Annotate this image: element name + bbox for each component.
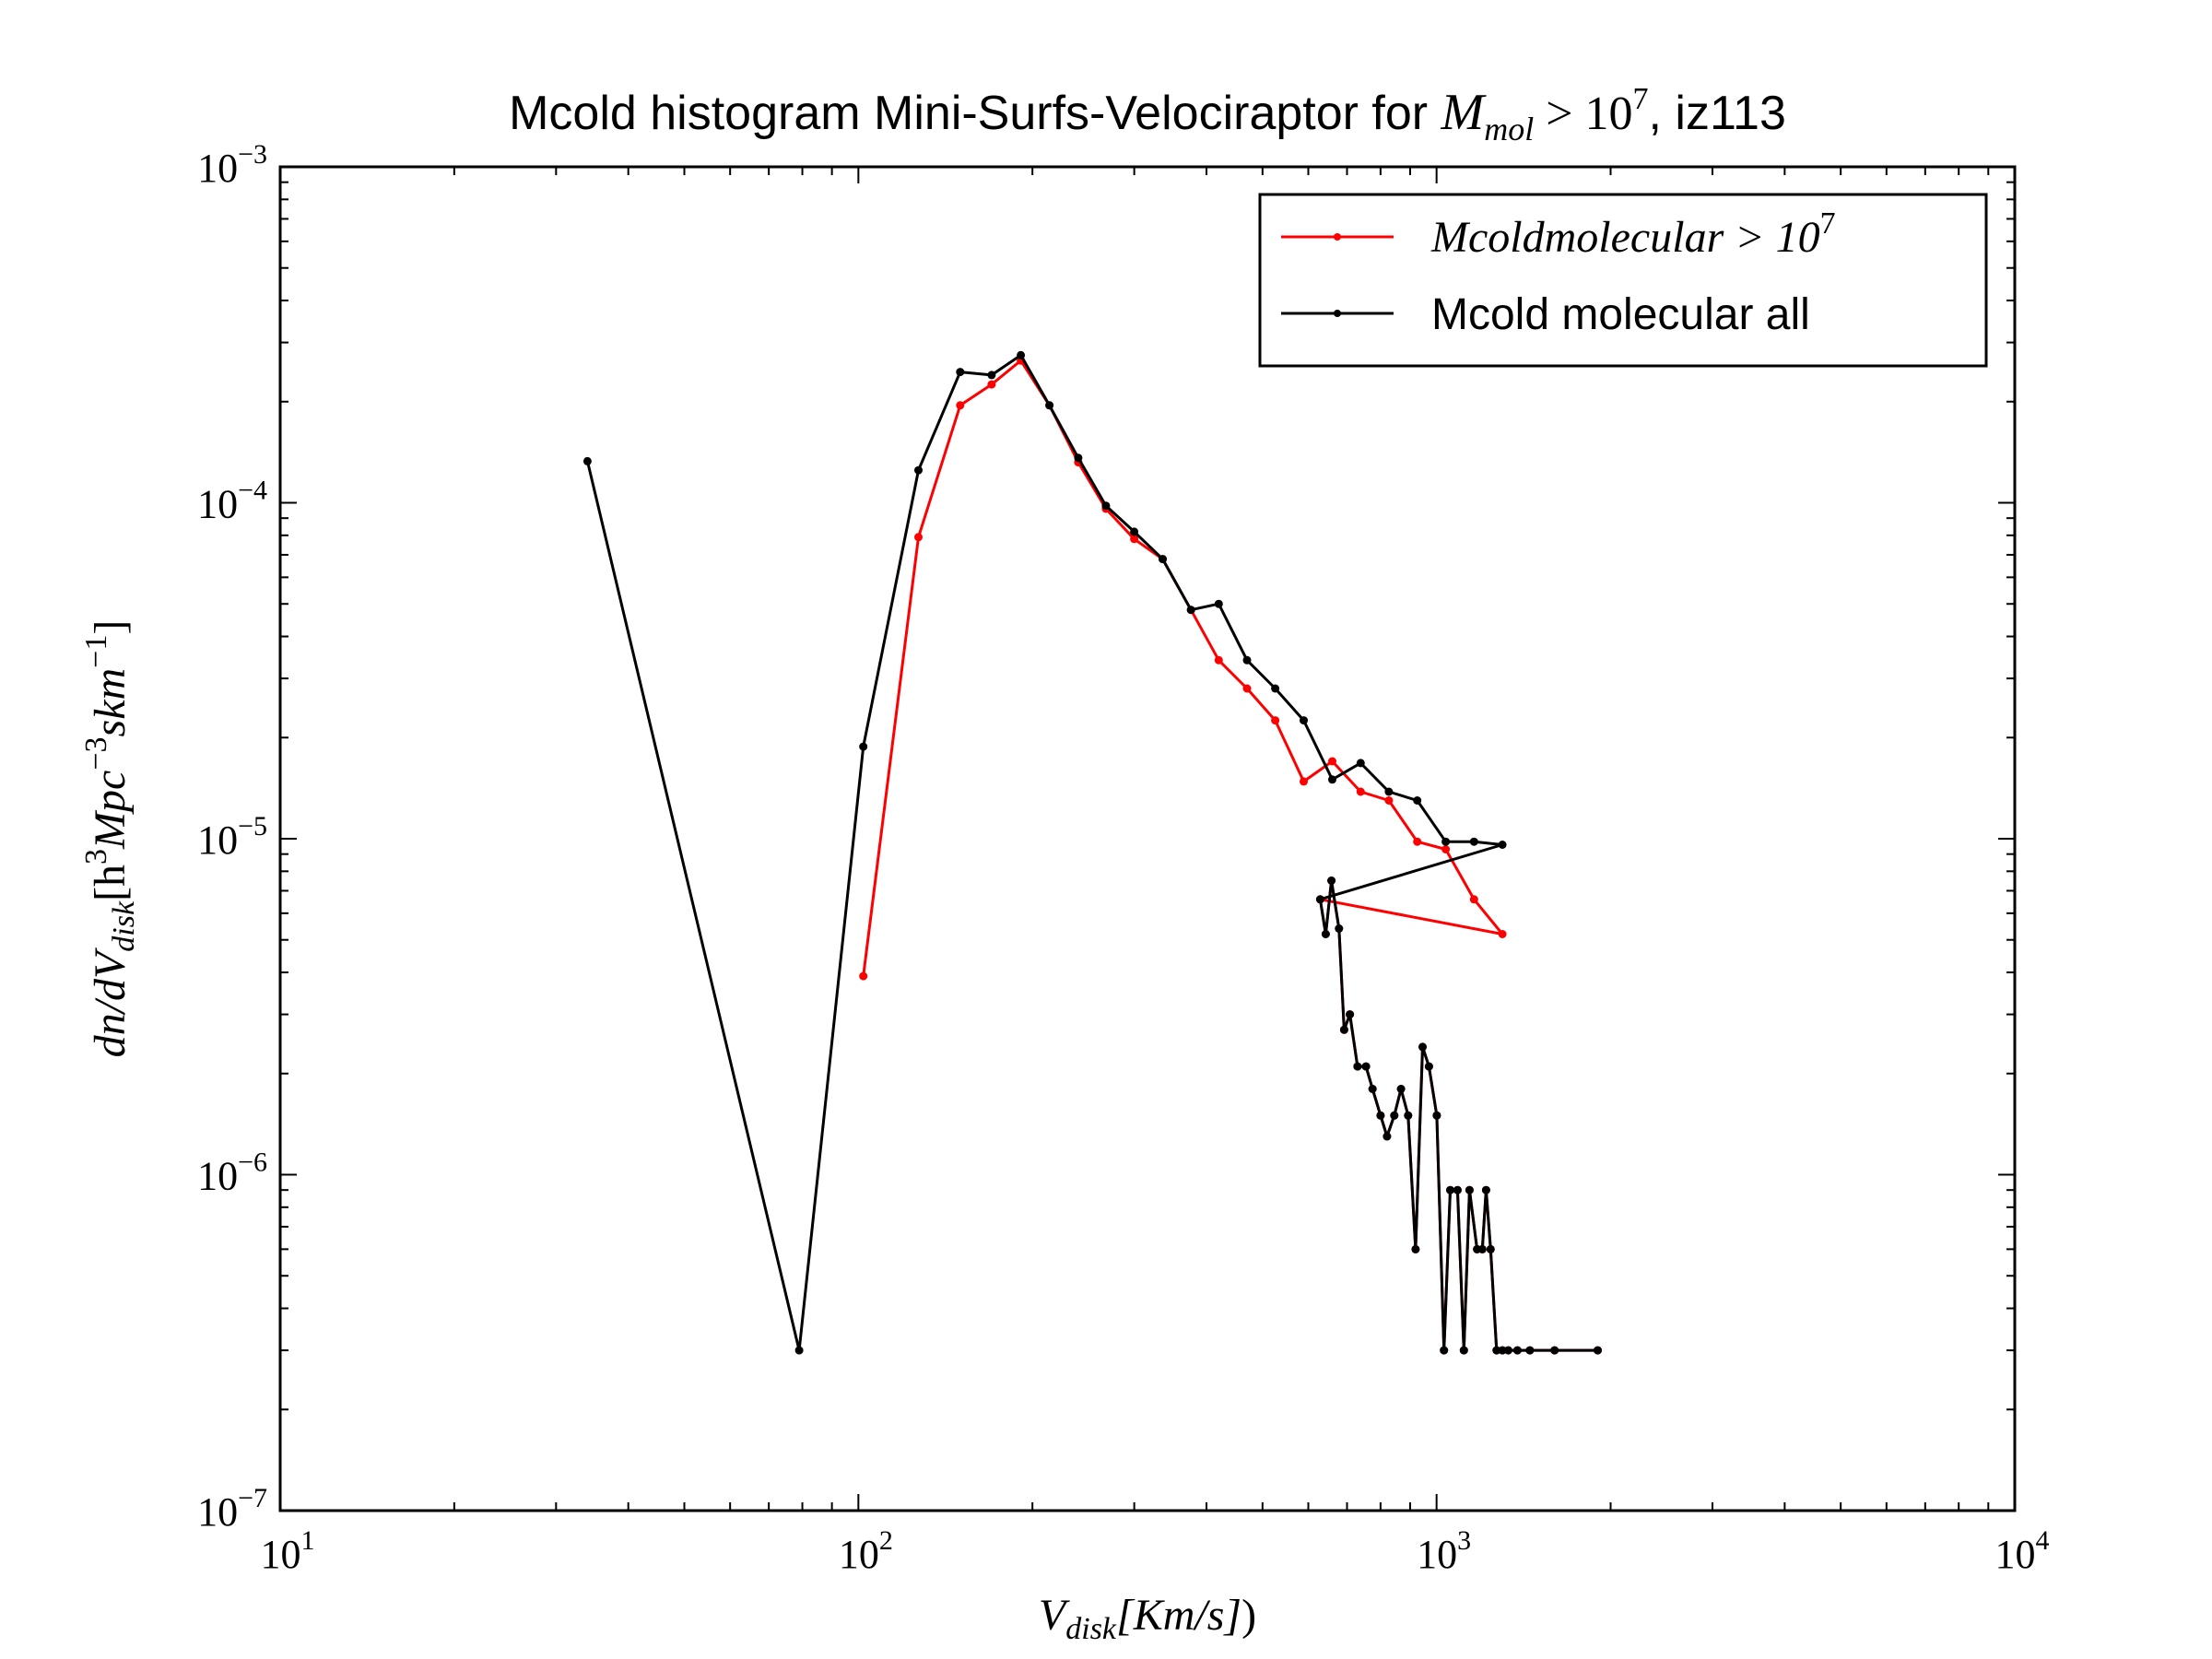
series-red-point [1242, 684, 1252, 693]
series-black-point [1376, 1111, 1385, 1120]
series-red-point [1214, 655, 1223, 665]
chart-title: Mcold histogram Mini-Surfs-Velociraptor … [509, 82, 1786, 147]
series-black-point [1074, 453, 1083, 463]
series-black-point [1353, 1062, 1362, 1071]
series-black-point [1271, 684, 1280, 693]
tick-labels: 101 102 103 104 10−7 10−6 10−5 10−4 10−3 [197, 139, 2049, 1577]
y-tick-label: 10−5 [197, 811, 267, 863]
x-axis-label: Vdisk[Km/s]) [1039, 1591, 1256, 1646]
series-black-point [1382, 1132, 1392, 1141]
series-black-point [1469, 837, 1478, 846]
x-tick-label: 102 [839, 1525, 893, 1577]
series-black-point [914, 465, 923, 475]
series-black-point [1339, 1025, 1348, 1034]
x-tick-label: 101 [261, 1525, 315, 1577]
series-black-point [1446, 1185, 1454, 1194]
series-red-point [1441, 845, 1451, 853]
series-black-point [1214, 599, 1223, 608]
legend-label-black: Mcold molecular all [1431, 290, 1810, 339]
legend-box [1258, 193, 1988, 368]
series-black-point [1321, 930, 1330, 938]
series-black-point [1045, 401, 1054, 410]
series-black-point [1361, 1062, 1371, 1071]
series-black-point [1327, 877, 1336, 885]
y-axis-label: dn/dVdisk[h3Mpc−3skm−1] [79, 620, 141, 1058]
series-black-point [1525, 1346, 1535, 1355]
series-black-point [1404, 1111, 1413, 1120]
x-tick-label: 103 [1417, 1525, 1471, 1577]
series-black-point [1550, 1346, 1559, 1355]
series-black-point [1017, 350, 1026, 359]
series-red-point [914, 533, 923, 542]
series-black-point [1481, 1185, 1490, 1194]
series-black-point [1441, 837, 1451, 846]
series-red-point [1356, 787, 1365, 796]
series-black-point [794, 1346, 804, 1355]
series-black-point [1346, 1010, 1355, 1019]
series-red-point [1469, 895, 1478, 904]
legend: Mcoldmolecular > 107 Mcold molecular all [1258, 193, 1988, 368]
series-red-point [1328, 757, 1336, 766]
series-black-point [1498, 1346, 1507, 1355]
legend-label-red: Mcoldmolecular > 107 [1430, 206, 1836, 262]
series-black-point [1432, 1111, 1441, 1120]
legend-marker-black [1334, 310, 1341, 317]
series-black-point [582, 456, 592, 465]
series-black-point [859, 742, 868, 751]
series-black-point [1503, 1346, 1512, 1355]
series-red-point [956, 401, 965, 410]
series-red-point [1300, 777, 1308, 786]
series-black-point [1465, 1185, 1474, 1194]
series-red-point [1271, 716, 1280, 725]
series-black-point [987, 371, 996, 380]
y-tick-label: 10−3 [197, 139, 267, 191]
series-black-point [1424, 1062, 1433, 1071]
series-black-point [1335, 924, 1344, 933]
series-black-point [1486, 1244, 1495, 1253]
series-black-point [1315, 895, 1324, 904]
x-tick-label: 104 [1995, 1525, 2050, 1577]
series-black-point [1498, 841, 1507, 849]
series-black-point [1159, 555, 1167, 564]
y-tick-label: 10−4 [197, 476, 267, 527]
series-layer [582, 350, 1602, 1355]
series-black-point [1186, 606, 1195, 615]
series-black-point [1396, 1085, 1406, 1093]
series-red-point [1413, 837, 1422, 846]
series-black-point [1411, 1244, 1420, 1253]
series-black-point [1101, 501, 1111, 511]
series-black-point [1453, 1185, 1462, 1194]
plot-frame [278, 165, 2017, 1512]
series-black-point [1594, 1346, 1602, 1355]
series-black-point [1300, 716, 1308, 725]
series-black-point [1368, 1085, 1377, 1093]
series-red-point [859, 971, 868, 981]
series-red-point [1130, 535, 1139, 544]
series-black-point [1384, 787, 1394, 796]
series-red-point [1384, 796, 1394, 805]
series-black-point [1130, 527, 1139, 536]
series-red-point [1498, 930, 1507, 938]
series-black-point [1418, 1042, 1427, 1052]
legend-marker-red [1334, 233, 1341, 241]
series-black-point [1413, 796, 1422, 805]
y-tick-label: 10−7 [197, 1483, 267, 1535]
series-red-point [987, 380, 996, 389]
series-black-point [1440, 1346, 1449, 1355]
series-black-point [1328, 775, 1336, 784]
series-black-point [956, 368, 965, 377]
series-black-point [1459, 1346, 1468, 1355]
y-tick-label: 10−6 [197, 1147, 267, 1199]
series-black-point [1356, 759, 1365, 768]
series-black-point [1242, 655, 1252, 665]
series-black-point [1477, 1244, 1487, 1253]
series-black-point [1390, 1111, 1399, 1120]
series-black-point [1512, 1346, 1522, 1355]
series-black-point [1492, 1346, 1501, 1355]
